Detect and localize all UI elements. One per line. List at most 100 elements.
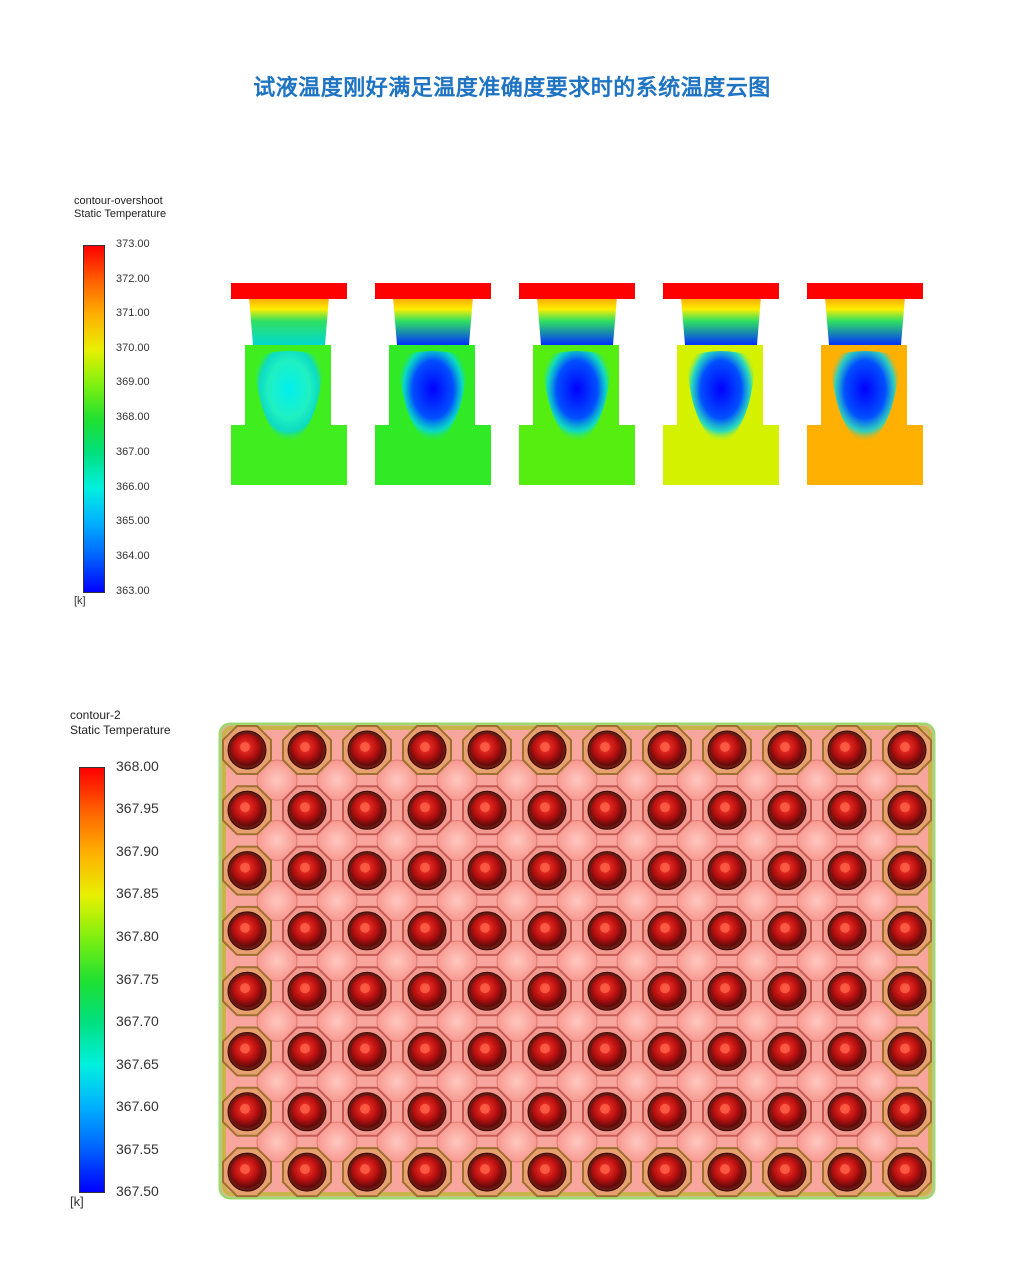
- legend-variable-name: Static Temperature: [70, 723, 171, 737]
- plate-well: [462, 845, 512, 896]
- section-cold-core: [543, 351, 611, 447]
- section-neck: [681, 297, 761, 345]
- plate-well: [642, 1147, 692, 1198]
- plate-well: [702, 1026, 752, 1077]
- plate-node: [256, 1121, 298, 1163]
- plate-well: [642, 966, 692, 1017]
- plate-well: [402, 725, 452, 775]
- plate-node: [736, 1000, 778, 1042]
- plate-node: [856, 759, 898, 801]
- section-contours: [231, 283, 923, 485]
- plate-node: [556, 1000, 598, 1042]
- legend-tick-label: 365.00: [116, 515, 150, 527]
- plate-well: [462, 1086, 512, 1137]
- plate-well: [822, 1086, 872, 1137]
- plate-well: [222, 905, 272, 956]
- legend-variable-name: Static Temperature: [74, 208, 167, 220]
- plate-well: [462, 725, 512, 775]
- plate-well: [402, 966, 452, 1017]
- top-color-legend: contour-overshoot Static Temperature 373…: [74, 195, 167, 607]
- legend-tick-label: 367.85: [116, 885, 159, 901]
- legend-tick-label: 369.00: [116, 376, 150, 388]
- legend-tick-label: 367.55: [116, 1141, 159, 1157]
- section-lid: [807, 283, 923, 299]
- plate-node: [316, 940, 358, 982]
- plate-node: [556, 759, 598, 801]
- plate-well: [582, 845, 632, 896]
- plate-well: [642, 905, 692, 956]
- plate-well: [822, 725, 872, 775]
- plate-well: [582, 905, 632, 956]
- plate-well: [642, 845, 692, 896]
- plate-node: [796, 880, 838, 922]
- plate-node: [796, 940, 838, 982]
- plate-well: [282, 1026, 332, 1077]
- section-neck: [393, 297, 473, 345]
- plate-node: [676, 1121, 718, 1163]
- plate-well: [402, 905, 452, 956]
- plate-well: [462, 966, 512, 1017]
- plate-node: [256, 880, 298, 922]
- plate-node: [316, 880, 358, 922]
- legend-tick-label: 363.00: [116, 585, 150, 597]
- plate-well: [762, 845, 812, 896]
- plate-well: [522, 845, 572, 896]
- section-cold-core: [255, 351, 323, 447]
- plate-node: [736, 1061, 778, 1103]
- legend-tick-label: 364.00: [116, 550, 150, 562]
- plate-well: [222, 1147, 272, 1198]
- plate-well: [222, 966, 272, 1017]
- section-cold-core: [399, 351, 467, 447]
- plate-well: [582, 785, 632, 836]
- plate-well: [462, 1147, 512, 1198]
- plate-well: [642, 785, 692, 836]
- plate-well: [582, 966, 632, 1017]
- plate-well: [402, 1147, 452, 1198]
- plate-well: [522, 725, 572, 775]
- plate-node: [676, 759, 718, 801]
- plate-node: [436, 759, 478, 801]
- plate-node: [856, 940, 898, 982]
- legend-tick-label: 367.75: [116, 971, 159, 987]
- legend-tick-label: 367.95: [116, 800, 159, 816]
- plate-node: [796, 819, 838, 861]
- plate-edge: [222, 726, 932, 1196]
- plate-well: [342, 1026, 392, 1077]
- plate-node: [676, 1061, 718, 1103]
- legend-tick-label: 371.00: [116, 307, 150, 319]
- plate-well: [282, 845, 332, 896]
- plate-well: [642, 725, 692, 775]
- plate-well: [702, 725, 752, 775]
- plate-well: [222, 725, 272, 775]
- plate-well: [702, 905, 752, 956]
- legend-unit: [k]: [70, 1194, 84, 1209]
- section-contour: [807, 283, 923, 485]
- plate-node: [796, 1061, 838, 1103]
- plate-node: [436, 1000, 478, 1042]
- plate-node: [556, 819, 598, 861]
- plate-well: [222, 785, 272, 836]
- plate-node: [616, 1000, 658, 1042]
- plate-well: [702, 1086, 752, 1137]
- plate-well: [522, 966, 572, 1017]
- plate-node: [736, 880, 778, 922]
- plate-node: [376, 1121, 418, 1163]
- section-contour: [231, 283, 347, 485]
- plate-well: [882, 785, 932, 836]
- plate-well: [822, 905, 872, 956]
- legend-tick-label: 367.80: [116, 928, 159, 944]
- plate-well: [882, 905, 932, 956]
- plate-node: [556, 1121, 598, 1163]
- section-lid: [231, 283, 347, 299]
- plate-well: [462, 905, 512, 956]
- plate-well: [582, 1147, 632, 1198]
- plate-node: [256, 819, 298, 861]
- plate-node: [616, 880, 658, 922]
- legend-tick-label: 372.00: [116, 273, 150, 285]
- section-neck: [825, 297, 905, 345]
- plate-node: [316, 1061, 358, 1103]
- plate-node: [616, 940, 658, 982]
- plate-well: [342, 845, 392, 896]
- plate-well: [282, 785, 332, 836]
- legend-tick-label: 367.00: [116, 446, 150, 458]
